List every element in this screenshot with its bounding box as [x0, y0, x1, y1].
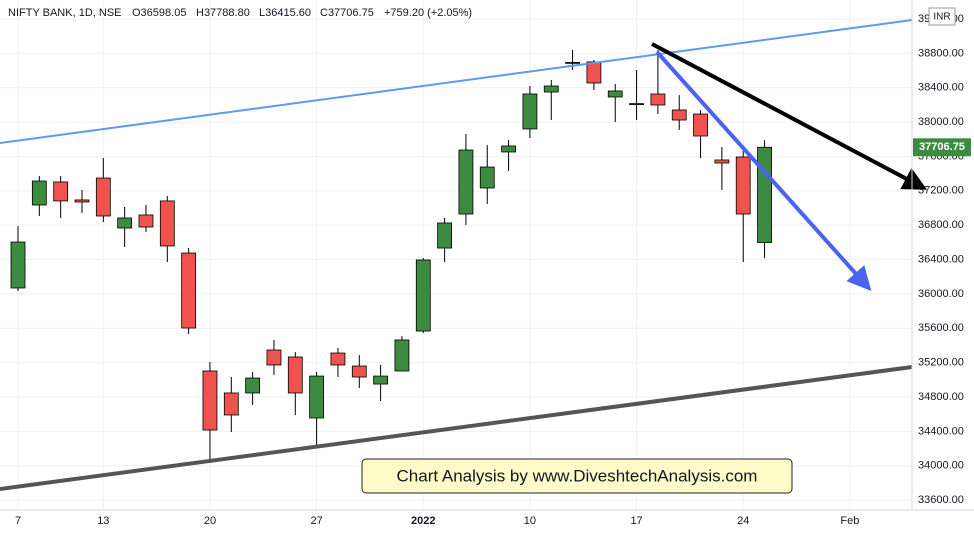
candle-body: [287, 356, 303, 394]
candle-body: [31, 180, 47, 206]
candle-body: [501, 145, 516, 153]
candle-body: [714, 159, 730, 164]
ohlc-label: O36598.05: [132, 7, 186, 19]
candle-body: [95, 177, 111, 217]
y-tick-label: 37200.00: [918, 185, 964, 197]
x-tick-label: 24: [737, 515, 749, 527]
candle-body: [735, 156, 751, 215]
candle-body: [543, 85, 559, 93]
candle-body: [373, 375, 389, 385]
candle-body: [138, 214, 154, 228]
candle-body: [586, 61, 602, 84]
candle-body: [522, 93, 538, 130]
candle-body: [159, 200, 175, 247]
trend-line: [0, 19, 913, 144]
candle-body: [565, 61, 580, 64]
y-tick-label: 35600.00: [918, 322, 964, 334]
x-tick-label: Feb: [840, 515, 859, 527]
candle-body: [309, 375, 325, 419]
candle-body: [330, 352, 346, 366]
x-tick-label: 20: [204, 515, 216, 527]
candle-body: [458, 149, 474, 215]
candle-body: [202, 370, 218, 431]
candle-body: [415, 259, 431, 332]
x-tick-label: 17: [630, 515, 642, 527]
trend-line: [0, 365, 913, 491]
arrow: [655, 50, 872, 291]
candle-body: [53, 181, 69, 202]
y-tick-label: 38400.00: [918, 82, 964, 94]
y-tick-label: 38000.00: [918, 116, 964, 128]
y-tick-label: 36800.00: [918, 219, 964, 231]
candle-body: [607, 90, 623, 98]
candle-body: [266, 349, 282, 366]
x-tick-label: 7: [15, 515, 21, 527]
annotation: Chart Analysis by www.DiveshtechAnalysis…: [397, 466, 758, 485]
y-tick-label: 33600.00: [918, 494, 964, 506]
chart-title: NIFTY BANK, 1D, NSE: [8, 7, 122, 19]
y-tick-label: 36000.00: [918, 288, 964, 300]
candle-body: [479, 166, 495, 189]
candle-body: [351, 365, 367, 378]
y-tick-label: 34400.00: [918, 425, 964, 437]
ohlc-label: L36415.60: [259, 7, 311, 19]
annotation-box: [361, 458, 793, 494]
candle-body: [437, 222, 453, 249]
candle-body: [629, 103, 644, 106]
y-tick-label: 34000.00: [918, 460, 964, 472]
currency: INR: [933, 12, 950, 23]
ohlc-label: C37706.75: [320, 7, 374, 19]
last-price-tag: [913, 138, 971, 157]
candle-body: [650, 93, 666, 106]
y-tick-label: 34800.00: [918, 391, 964, 403]
candles: [10, 50, 772, 464]
x-tick-label: 2022: [411, 515, 435, 527]
ohlc-label: +759.20 (+2.05%): [384, 7, 472, 19]
y-tick-label: 36400.00: [918, 253, 964, 265]
y-tick-label: 35200.00: [918, 357, 964, 369]
candle-body: [74, 199, 90, 203]
candle-body: [394, 339, 410, 372]
arrow: [651, 42, 928, 190]
candle-body: [245, 377, 261, 394]
x-tick-label: 10: [524, 515, 536, 527]
candle-body: [10, 241, 26, 289]
candle-body: [181, 252, 197, 329]
candle-body: [223, 392, 239, 416]
axes: 33600.00 34000.00 34400.00 34800.00 35200.00…: [15, 13, 971, 527]
candle-body: [693, 113, 708, 137]
ohlc-label: H37788.80: [196, 7, 250, 19]
x-tick-label: 27: [310, 515, 322, 527]
y-tick-label: 38800.00: [918, 47, 964, 59]
last-price-label: 37706.75: [919, 141, 965, 153]
candle-body: [757, 146, 772, 243]
candle-body: [117, 217, 133, 229]
currency-box: [928, 7, 956, 26]
x-tick-label: 13: [97, 515, 109, 527]
candle-body: [671, 109, 687, 121]
